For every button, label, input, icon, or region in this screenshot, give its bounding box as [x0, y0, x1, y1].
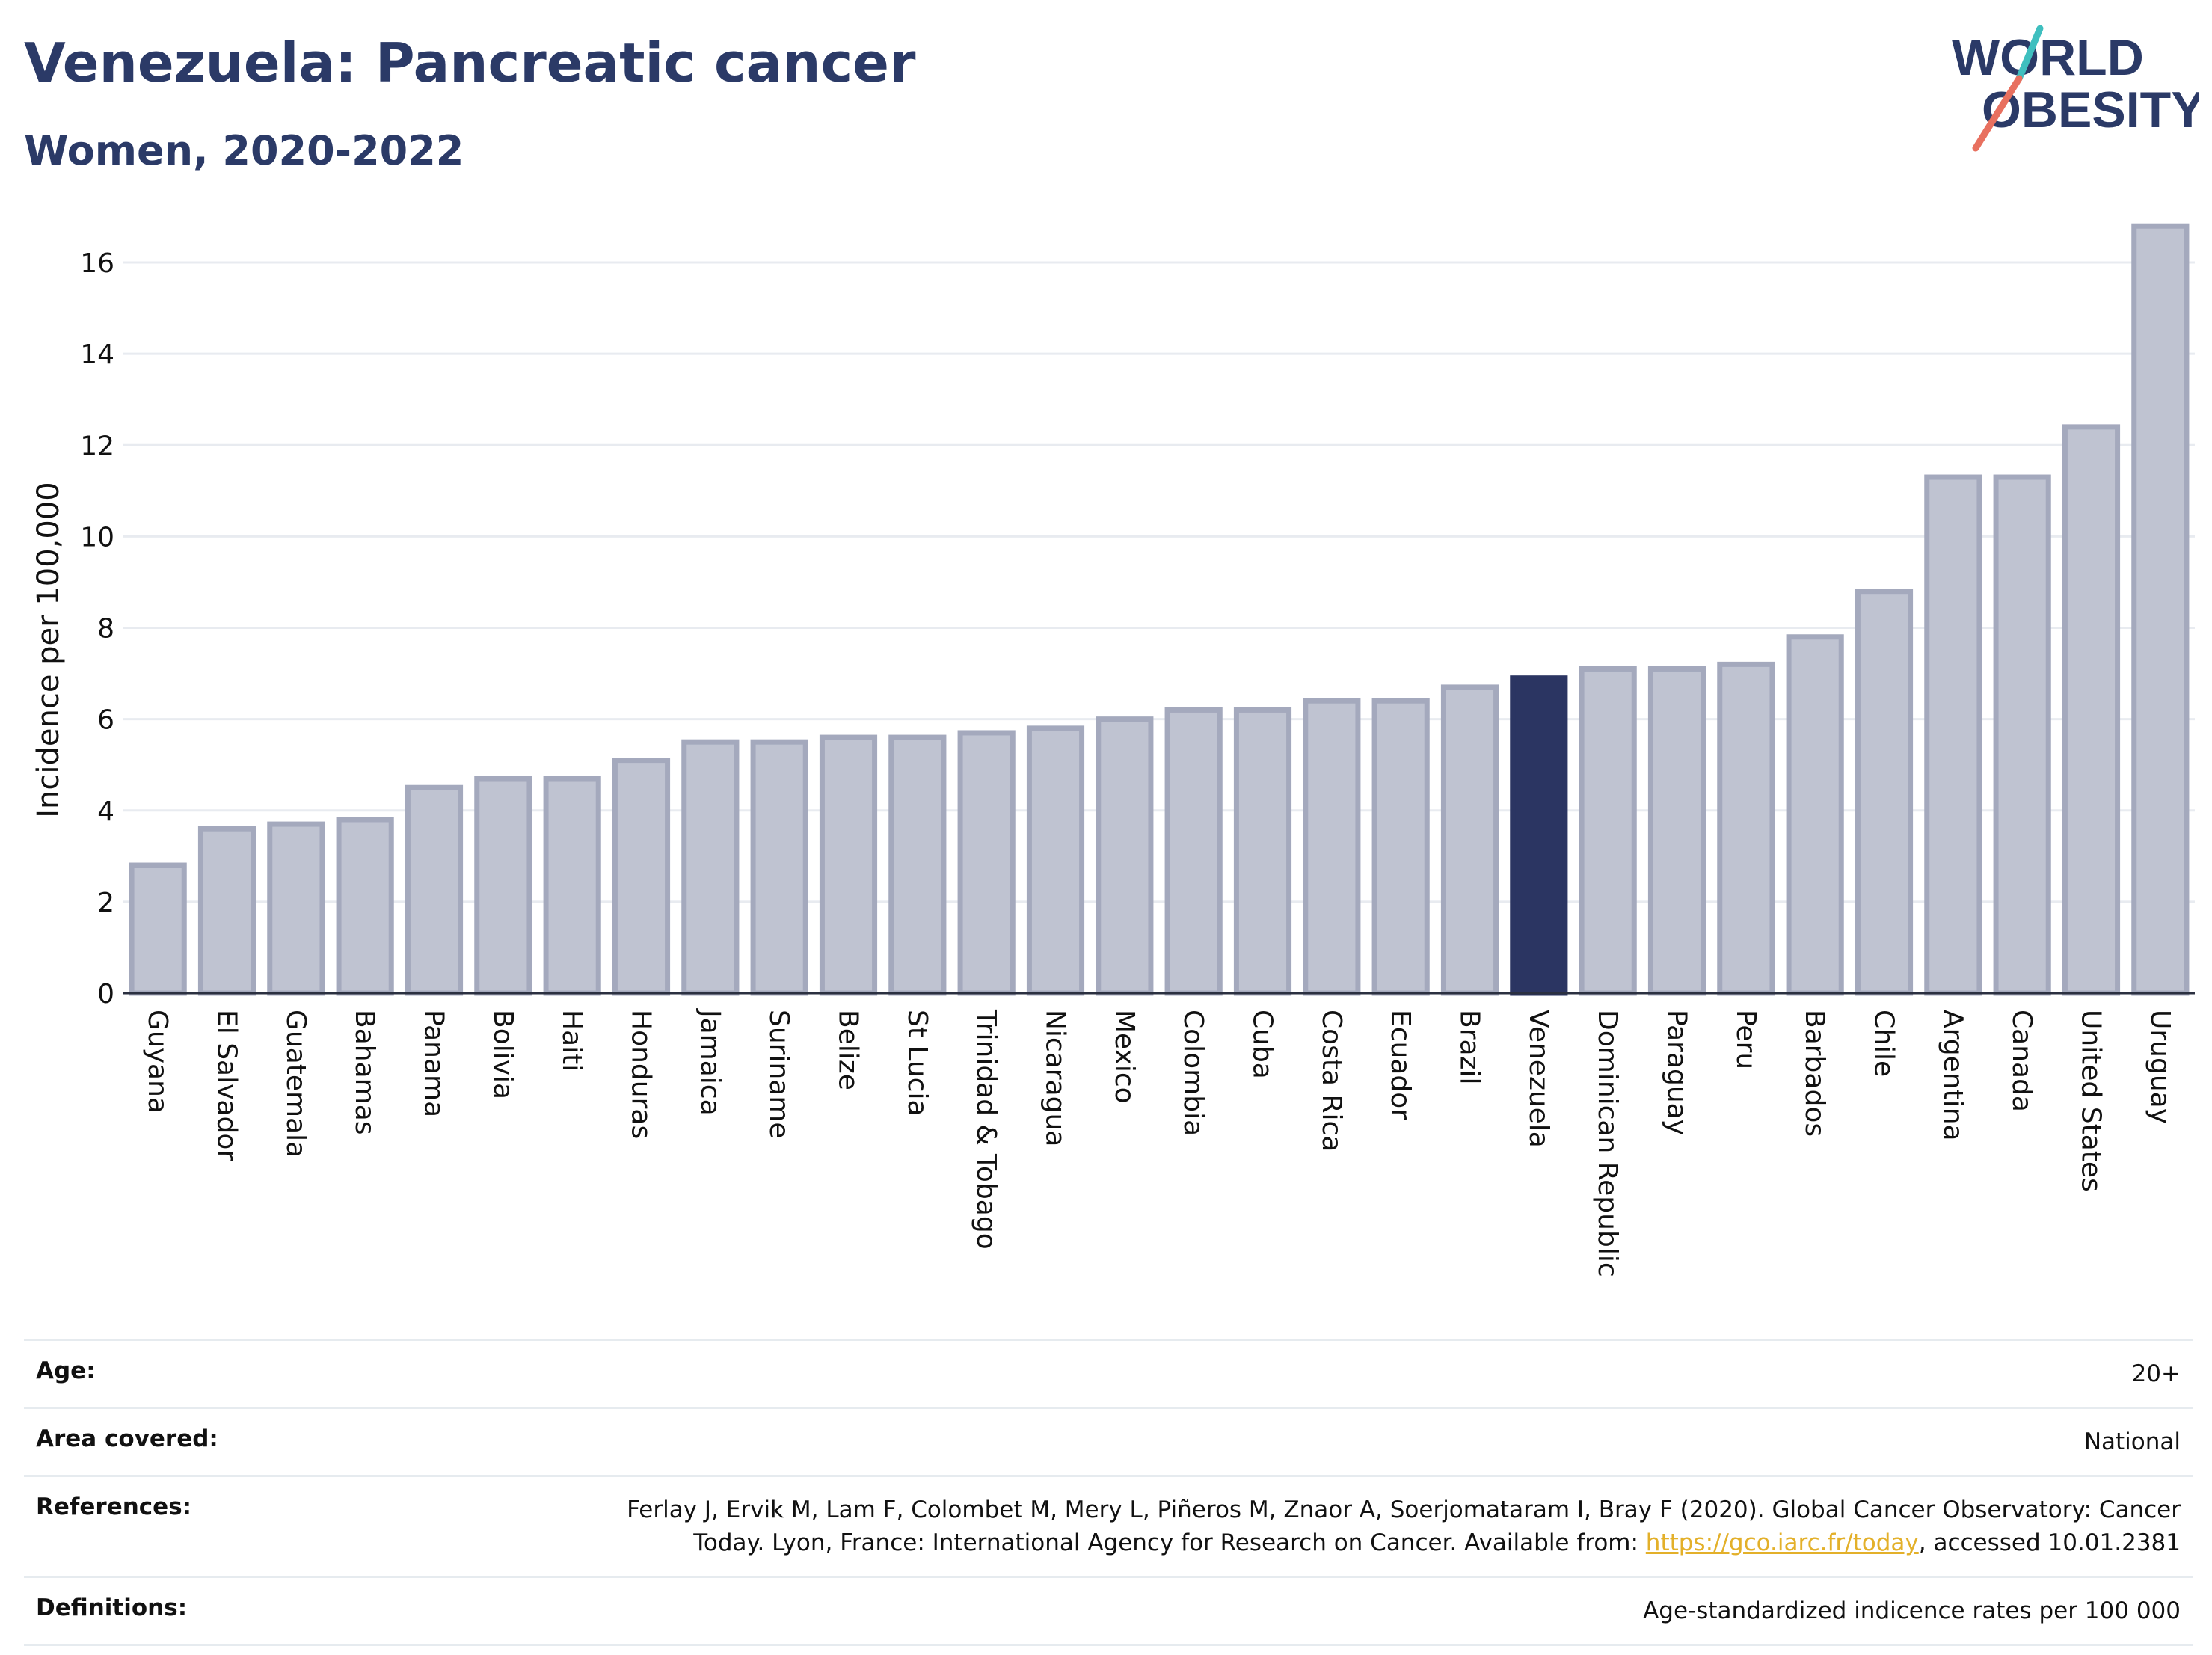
bar-chart: 0 2 4 6 8 10 12 14 16 Incidence per 100,000 Guyana…	[31, 223, 2195, 1277]
bar	[1164, 707, 1223, 996]
bar	[2062, 424, 2121, 996]
x-tick-label: Guyana	[142, 1010, 173, 1114]
bar	[1786, 634, 1844, 996]
y-tick-label: 16	[80, 248, 114, 279]
bar	[681, 739, 740, 996]
x-tick-label: United States	[2076, 1010, 2107, 1192]
bar	[1579, 666, 1637, 996]
bar	[750, 739, 808, 996]
bar	[1233, 707, 1292, 996]
bar	[267, 821, 325, 996]
logo-word-obesity: OBESITY	[1982, 82, 2199, 138]
bar	[1647, 666, 1706, 996]
x-tick-label: Bahamas	[349, 1010, 380, 1135]
bar	[888, 734, 947, 996]
meta-row-definitions: Definitions: Age-standardized indicence …	[24, 1576, 2193, 1646]
references-label: References:	[36, 1493, 192, 1520]
meta-row-area: Area covered: National	[24, 1407, 2193, 1475]
bar	[1303, 698, 1361, 996]
y-tick-label: 12	[80, 431, 114, 461]
references-value: Ferlay J, Ervik M, Lam F, Colombet M, Me…	[610, 1493, 2181, 1559]
bar	[1924, 474, 1982, 996]
y-tick-label: 10	[80, 522, 114, 553]
y-tick-label: 2	[97, 888, 114, 918]
bar	[1440, 684, 1499, 996]
x-tick-label: Guatemala	[280, 1010, 311, 1158]
x-tick-label: Belize	[833, 1010, 864, 1090]
x-tick-label: Bolivia	[488, 1010, 518, 1099]
references-link[interactable]: https://gco.iarc.fr/today	[1645, 1529, 1919, 1556]
bar	[1096, 716, 1154, 996]
bar	[405, 784, 464, 996]
x-tick-label: Uruguay	[2145, 1010, 2175, 1124]
definitions-value: Age-standardized indicence rates per 100…	[1643, 1597, 2181, 1624]
meta-row-age: Age: 20+	[24, 1339, 2193, 1407]
y-tick-label: 6	[97, 705, 114, 736]
x-tick-label: Dominican Republic	[1592, 1010, 1623, 1277]
x-tick-label: Panama	[419, 1010, 449, 1117]
x-tick-label: Costa Rica	[1316, 1010, 1347, 1152]
y-tick-label: 8	[97, 614, 114, 645]
bar	[129, 862, 187, 996]
x-tick-label: Paraguay	[1662, 1010, 1692, 1135]
bar	[1026, 725, 1085, 996]
logo-word-world: WORLD	[1952, 29, 2144, 86]
area-label: Area covered:	[36, 1425, 218, 1452]
bar	[543, 776, 601, 996]
bar	[957, 730, 1016, 996]
x-tick-label: Suriname	[764, 1010, 794, 1139]
metadata-table: Age: 20+ Area covered: National Referenc…	[24, 1339, 2193, 1646]
bar	[1510, 675, 1568, 996]
y-tick-label: 14	[80, 340, 114, 370]
definitions-label: Definitions:	[36, 1594, 188, 1621]
bar	[474, 776, 532, 996]
x-tick-label: El Salvador	[212, 1010, 242, 1161]
x-tick-label: Barbados	[1799, 1010, 1830, 1137]
bar	[1855, 589, 1914, 996]
x-tick-label: Argentina	[1938, 1010, 1968, 1141]
references-tail: , accessed 10.01.2381	[1918, 1529, 2181, 1556]
y-tick-label: 0	[97, 979, 114, 1010]
area-value: National	[2083, 1428, 2181, 1455]
x-tick-label: Cuba	[1247, 1010, 1278, 1079]
x-tick-label: Nicaragua	[1040, 1010, 1071, 1146]
x-tick-label: Brazil	[1454, 1010, 1485, 1084]
y-tick-label: 4	[97, 796, 114, 827]
y-axis-title: Incidence per 100,000	[31, 482, 66, 818]
bar	[197, 826, 256, 996]
world-obesity-logo: WORLD OBESITY	[1952, 25, 2199, 152]
meta-row-references: References: Ferlay J, Ervik M, Lam F, Co…	[24, 1475, 2193, 1576]
bar	[612, 758, 671, 996]
age-label: Age:	[36, 1357, 96, 1384]
x-tick-label: Mexico	[1109, 1010, 1140, 1104]
references-text: Ferlay J, Ervik M, Lam F, Colombet M, Me…	[627, 1496, 2181, 1556]
x-tick-label: Haiti	[556, 1010, 587, 1072]
bar	[1371, 698, 1430, 996]
bar	[336, 817, 394, 996]
x-tick-label: Jamaica	[695, 1008, 725, 1116]
x-tick-label: St Lucia	[902, 1010, 933, 1117]
x-tick-label: Colombia	[1178, 1010, 1208, 1136]
bar	[819, 734, 878, 996]
x-tick-label: Venezuela	[1523, 1010, 1554, 1148]
bar	[1993, 474, 2051, 996]
x-tick-label: Chile	[1869, 1010, 1899, 1077]
logo-slash-coral	[1972, 75, 2023, 152]
x-tick-label: Trinidad & Tobago	[971, 1009, 1001, 1250]
x-tick-label: Peru	[1730, 1010, 1761, 1069]
bar	[1717, 661, 1775, 996]
x-tick-label: Ecuador	[1385, 1010, 1416, 1120]
chart-subtitle: Women, 2020-2022	[24, 127, 464, 174]
x-tick-label: Honduras	[626, 1010, 657, 1139]
logo-slash-teal	[2015, 25, 2044, 82]
chart-title: Venezuela: Pancreatic cancer	[24, 31, 916, 94]
x-tick-label: Canada	[2006, 1010, 2037, 1112]
bar	[2131, 223, 2190, 996]
age-value: 20+	[2131, 1360, 2181, 1387]
